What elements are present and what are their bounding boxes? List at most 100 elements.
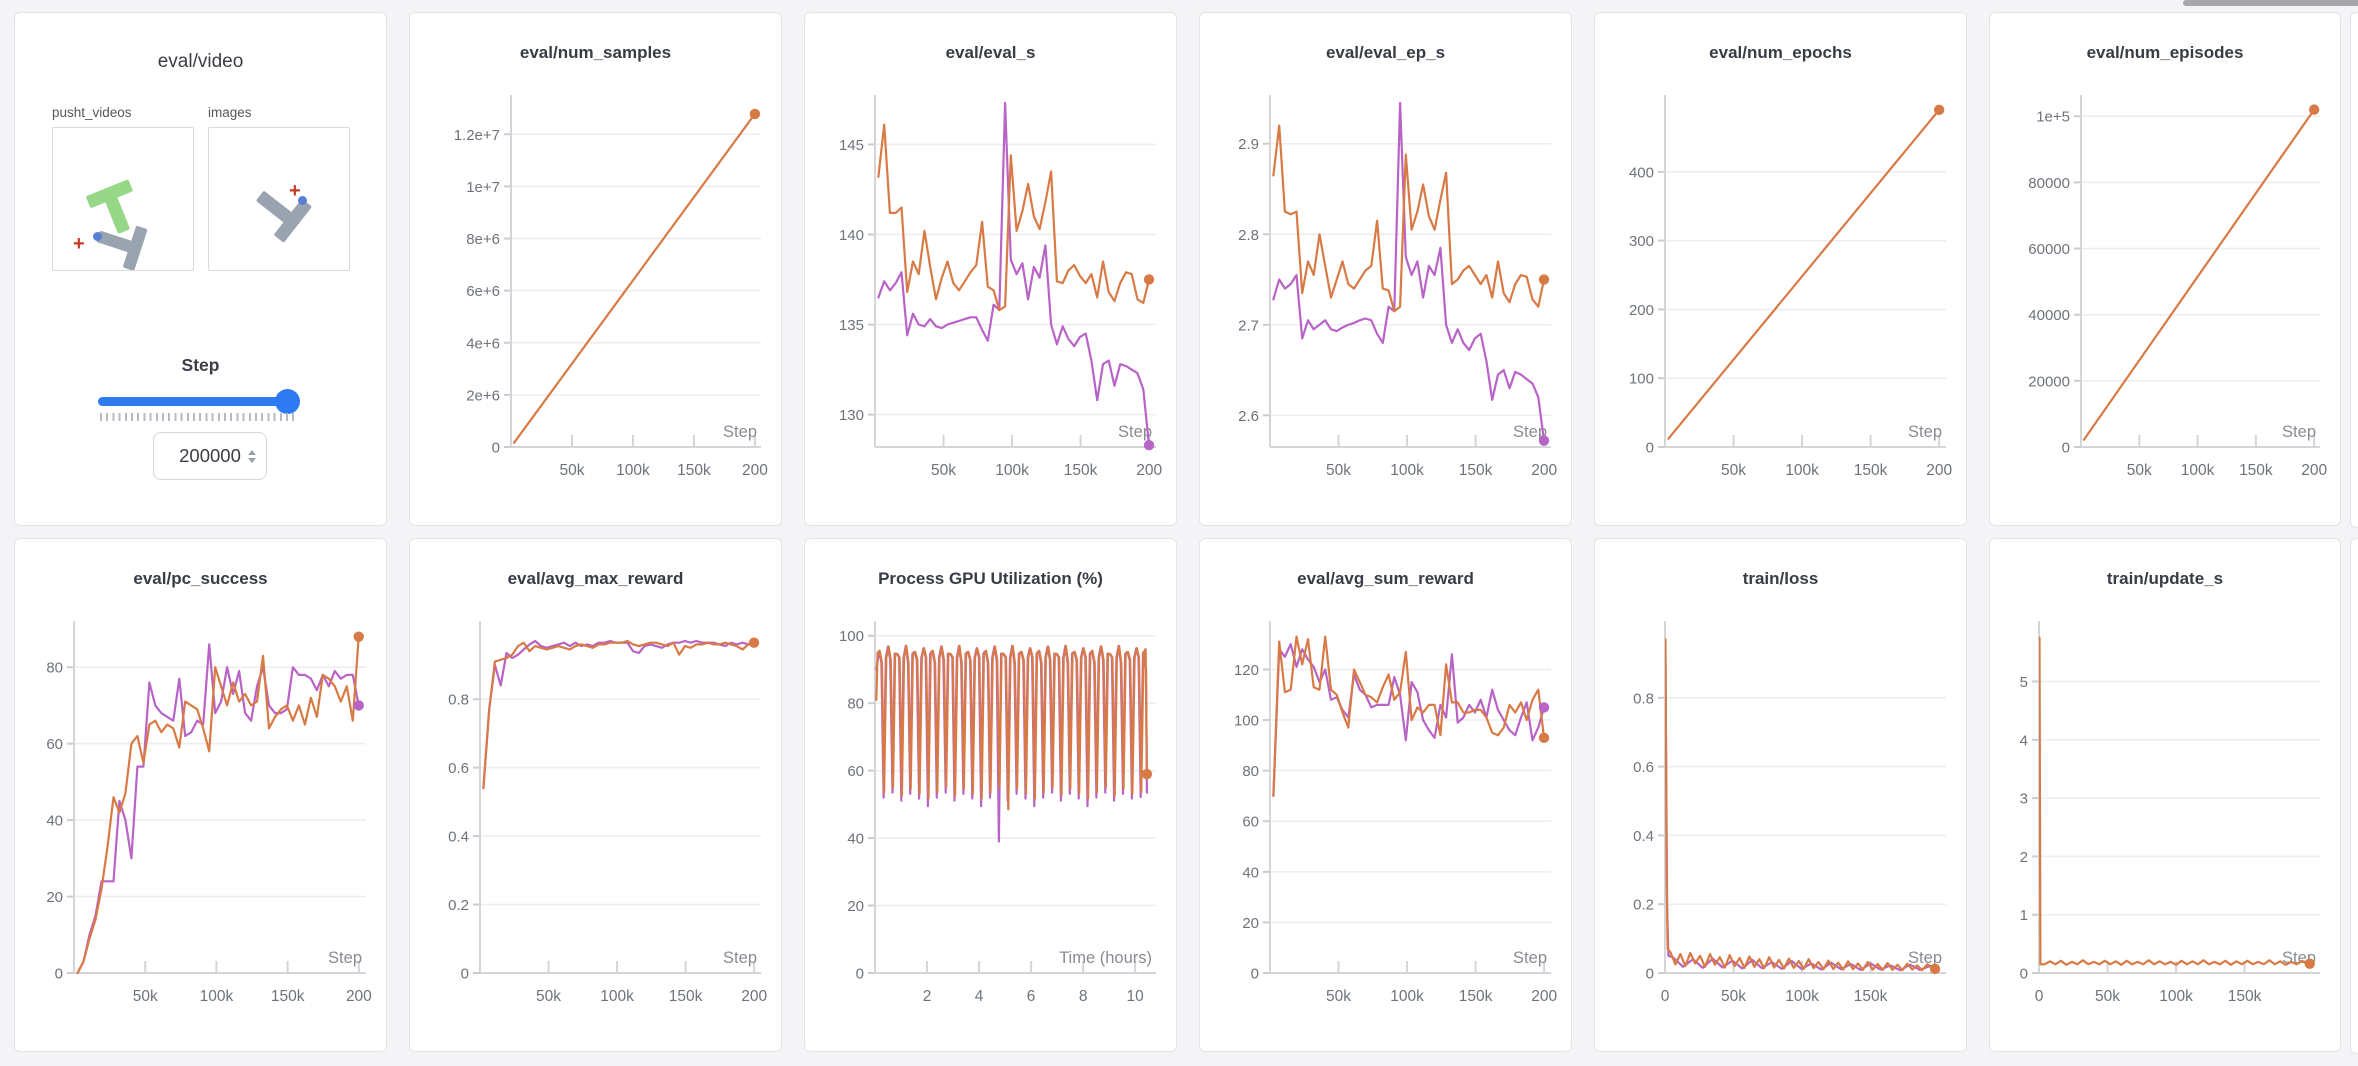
- svg-text:200: 200: [2301, 462, 2327, 479]
- svg-text:2.9: 2.9: [1238, 136, 1259, 153]
- svg-text:40: 40: [1242, 864, 1259, 881]
- chart-panel-eval-avg-sum-reward[interactable]: eval/avg_sum_reward 0 20 40 60 80 100 120 50k 100…: [1199, 538, 1572, 1052]
- svg-text:2e+6: 2e+6: [466, 387, 500, 404]
- increment-icon[interactable]: [248, 449, 256, 455]
- gray-t-shape: [245, 176, 314, 245]
- svg-text:1e+5: 1e+5: [2036, 109, 2070, 126]
- stepper-icons[interactable]: [248, 433, 256, 479]
- svg-text:100k: 100k: [995, 462, 1029, 479]
- svg-text:140: 140: [839, 227, 864, 244]
- svg-text:100k: 100k: [616, 462, 650, 479]
- chart-canvas[interactable]: 130 135 140 145 50k 100k 150k 200 Step: [805, 13, 1178, 527]
- svg-text:0.8: 0.8: [448, 692, 469, 709]
- step-input[interactable]: 200000: [153, 432, 267, 480]
- chart-panel-process-gpu-utilization[interactable]: Process GPU Utilization (%) 0 20 40 60 80 100 2…: [804, 538, 1177, 1052]
- svg-text:0: 0: [1251, 966, 1259, 983]
- svg-text:3: 3: [2020, 791, 2028, 808]
- svg-text:Step: Step: [1513, 423, 1547, 441]
- scrollbar-thumb[interactable]: [2183, 0, 2358, 6]
- svg-text:50k: 50k: [1326, 462, 1351, 479]
- agent-dot: [93, 232, 102, 241]
- svg-text:0.6: 0.6: [448, 760, 469, 777]
- svg-text:0: 0: [1646, 966, 1654, 983]
- svg-text:2: 2: [2020, 849, 2028, 866]
- svg-text:300: 300: [1629, 233, 1654, 250]
- svg-text:8: 8: [1079, 988, 1088, 1005]
- svg-text:0: 0: [2062, 440, 2070, 457]
- chart-canvas[interactable]: 0 0.2 0.4 0.6 0.8 50k 100k 150k 200 Step: [410, 539, 783, 1053]
- chart-title: train/loss: [1742, 569, 1819, 588]
- chart-panel-eval-num-epochs[interactable]: eval/num_epochs 0 100 200 300 400 50k 100k 150k 2…: [1594, 12, 1967, 526]
- svg-text:100k: 100k: [1785, 988, 1819, 1005]
- svg-text:Step: Step: [1118, 423, 1152, 441]
- video-panel[interactable]: eval/video pusht_videos images + + Step: [14, 12, 387, 526]
- svg-text:150k: 150k: [2239, 462, 2273, 479]
- svg-text:0.6: 0.6: [1633, 759, 1654, 776]
- step-slider[interactable]: [98, 397, 296, 406]
- chart-title: eval/num_episodes: [2086, 43, 2244, 62]
- chart-title: Process GPU Utilization (%): [878, 569, 1103, 588]
- chart-canvas[interactable]: 0 20 40 60 80 100 2 4 6 8 10 Time (hours): [805, 539, 1178, 1053]
- svg-text:Time (hours): Time (hours): [1059, 949, 1152, 967]
- decrement-icon[interactable]: [248, 457, 256, 463]
- svg-text:20: 20: [1242, 915, 1259, 932]
- partial-panel-right-top[interactable]: [2350, 12, 2358, 528]
- chart-title: eval/num_epochs: [1709, 43, 1852, 62]
- svg-text:6e+6: 6e+6: [466, 283, 500, 300]
- svg-text:60: 60: [1242, 814, 1259, 831]
- svg-text:50k: 50k: [133, 988, 158, 1005]
- chart-canvas[interactable]: 0 0.2 0.4 0.6 0.8 0 50k 100k 150k Step: [1595, 539, 1968, 1053]
- svg-text:20000: 20000: [2028, 373, 2070, 390]
- svg-text:Step: Step: [1908, 423, 1942, 441]
- chart-panel-eval-eval-ep-s[interactable]: eval/eval_ep_s 2.6 2.7 2.8 2.9 50k 100k 150k 200…: [1199, 12, 1572, 526]
- chart-title: eval/avg_max_reward: [507, 569, 684, 588]
- svg-text:0: 0: [55, 966, 63, 983]
- svg-text:100k: 100k: [200, 988, 234, 1005]
- svg-text:Step: Step: [2282, 423, 2316, 441]
- svg-text:50k: 50k: [1326, 988, 1351, 1005]
- chart-panel-eval-eval-s[interactable]: eval/eval_s 130 135 140 145 50k 100k 150k 200 Ste…: [804, 12, 1177, 526]
- video-thumbnail-pusht-videos[interactable]: +: [52, 127, 194, 271]
- svg-text:50k: 50k: [1721, 462, 1746, 479]
- svg-text:0.4: 0.4: [1633, 828, 1654, 845]
- chart-panel-eval-num-samples[interactable]: eval/num_samples 0 2e+6 4e+6 6e+6 8e+6 1e+7 1.2…: [409, 12, 782, 526]
- svg-text:40: 40: [847, 831, 864, 848]
- chart-canvas[interactable]: 0 20 40 60 80 100 120 50k 100k 150k 200 Step: [1200, 539, 1573, 1053]
- chart-panel-eval-num-episodes[interactable]: eval/num_episodes 0 20000 40000 60000 80000 1e…: [1989, 12, 2341, 526]
- svg-text:150k: 150k: [271, 988, 305, 1005]
- svg-text:100k: 100k: [600, 988, 634, 1005]
- step-slider-ruler: [100, 413, 294, 421]
- svg-text:150k: 150k: [1854, 988, 1888, 1005]
- svg-text:1: 1: [2020, 907, 2028, 924]
- svg-text:Step: Step: [328, 949, 362, 967]
- chart-panel-train-update-s[interactable]: train/update_s 0 1 2 3 4 5 0 50k 100k 150k Step: [1989, 538, 2341, 1052]
- chart-panel-train-loss[interactable]: train/loss 0 0.2 0.4 0.6 0.8 0 50k 100k 150k Step: [1594, 538, 1967, 1052]
- svg-text:80: 80: [1242, 763, 1259, 780]
- chart-canvas[interactable]: 0 20000 40000 60000 80000 1e+5 50k 100k 150k 200 S…: [1990, 13, 2342, 527]
- video-thumbnail-images[interactable]: +: [208, 127, 350, 271]
- svg-text:Step: Step: [723, 949, 757, 967]
- svg-text:0.4: 0.4: [448, 829, 469, 846]
- step-slider-thumb[interactable]: [275, 389, 300, 414]
- chart-canvas[interactable]: 0 100 200 300 400 50k 100k 150k 200 Step: [1595, 13, 1968, 527]
- svg-text:50k: 50k: [2127, 462, 2152, 479]
- svg-text:100k: 100k: [2159, 988, 2193, 1005]
- chart-canvas[interactable]: 0 20 40 60 80 50k 100k 150k 200 Step: [15, 539, 388, 1053]
- svg-text:150k: 150k: [677, 462, 711, 479]
- svg-text:60: 60: [847, 763, 864, 780]
- svg-text:50k: 50k: [1721, 988, 1746, 1005]
- svg-text:80: 80: [847, 696, 864, 713]
- svg-text:4: 4: [975, 988, 984, 1005]
- svg-text:0.8: 0.8: [1633, 690, 1654, 707]
- chart-canvas[interactable]: 2.6 2.7 2.8 2.9 50k 100k 150k 200 Step: [1200, 13, 1573, 527]
- svg-text:2.7: 2.7: [1238, 317, 1259, 334]
- chart-title: eval/num_samples: [519, 43, 672, 62]
- partial-panel-right-bottom[interactable]: [2350, 538, 2358, 1054]
- svg-text:0: 0: [461, 966, 469, 983]
- svg-text:200: 200: [1531, 988, 1557, 1005]
- svg-text:130: 130: [839, 407, 864, 424]
- chart-panel-eval-pc-success[interactable]: eval/pc_success 0 20 40 60 80 50k 100k 150k 200 St…: [14, 538, 387, 1052]
- chart-canvas[interactable]: 0 2e+6 4e+6 6e+6 8e+6 1e+7 1.2e+7 50k 100k 150k 20…: [410, 13, 783, 527]
- chart-panel-eval-avg-max-reward[interactable]: eval/avg_max_reward 0 0.2 0.4 0.6 0.8 50k 100k 1…: [409, 538, 782, 1052]
